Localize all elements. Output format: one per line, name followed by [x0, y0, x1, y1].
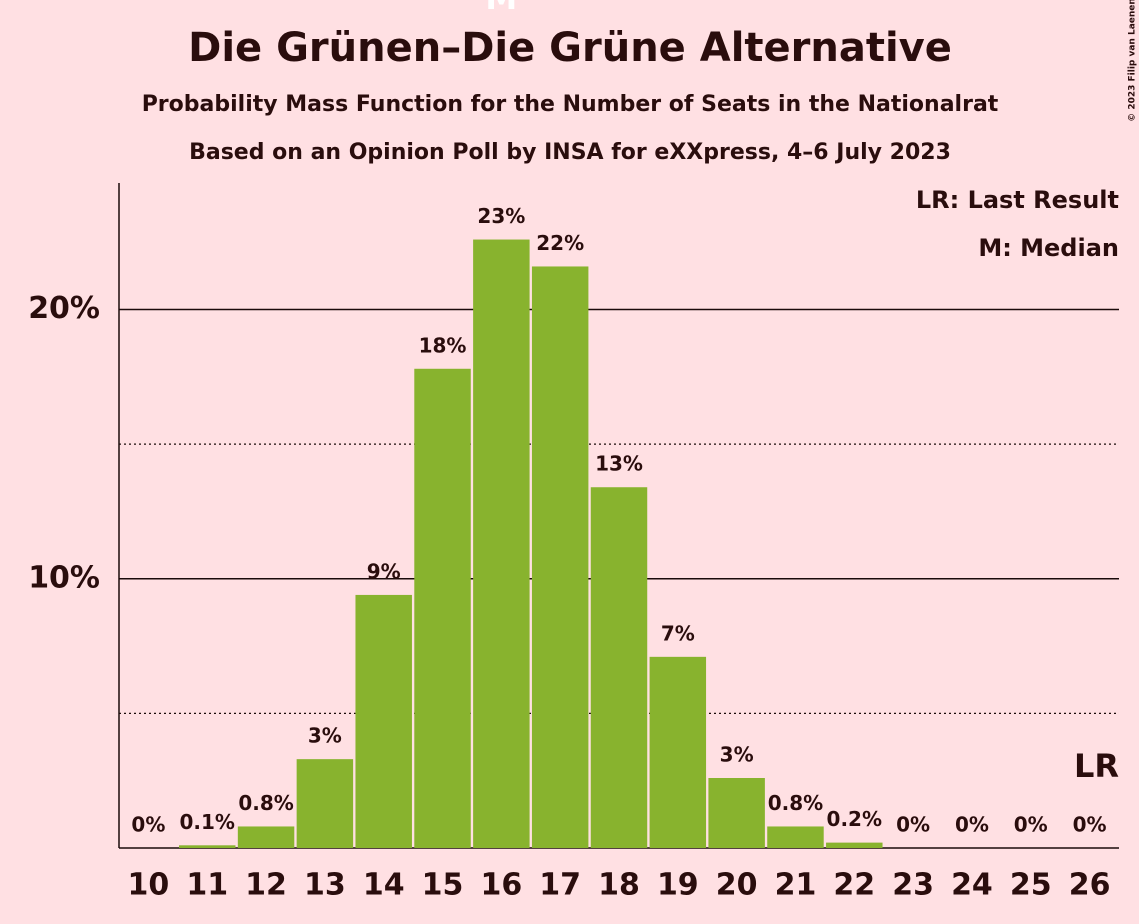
value-label: 18% — [419, 333, 467, 357]
legend-entry: M: Median — [978, 234, 1119, 262]
copyright: © 2023 Filip van Laenen — [1128, 0, 1138, 122]
x-tick-label: 25 — [1010, 868, 1052, 903]
chart-title: Die Grünen–Die Grüne Alternative — [188, 25, 952, 71]
x-tick-label: 22 — [833, 868, 875, 903]
x-tick-label: 21 — [775, 868, 817, 903]
value-label: 3% — [308, 724, 342, 748]
bar — [237, 826, 295, 848]
value-label: 0.1% — [180, 810, 235, 834]
x-tick-label: 11 — [186, 868, 228, 903]
value-label: 3% — [720, 743, 754, 767]
value-label: 23% — [477, 204, 525, 228]
x-tick-label: 14 — [363, 868, 405, 903]
x-tick-label: 18 — [598, 868, 640, 903]
y-tick-label: 10% — [28, 560, 100, 595]
x-tick-label: 12 — [245, 868, 287, 903]
value-label: 9% — [367, 559, 401, 583]
x-tick-label: 19 — [657, 868, 699, 903]
x-tick-label: 20 — [716, 868, 758, 903]
x-tick-label: 17 — [539, 868, 581, 903]
y-tick-label: 20% — [28, 291, 100, 326]
x-tick-label: 10 — [128, 868, 170, 903]
legend-entry: LR: Last Result — [916, 186, 1119, 214]
value-label: 0.8% — [768, 791, 823, 815]
value-label: 0% — [1073, 813, 1107, 837]
x-tick-label: 15 — [422, 868, 464, 903]
value-label: 0% — [1014, 813, 1048, 837]
bar — [590, 487, 648, 848]
value-label: 22% — [536, 231, 584, 255]
bar — [708, 778, 765, 848]
x-tick-label: 24 — [951, 868, 993, 903]
annotation: LR — [1074, 747, 1119, 785]
annotation: M — [485, 0, 517, 17]
value-label: 0% — [896, 813, 930, 837]
x-tick-label: 13 — [304, 868, 346, 903]
value-label: 0.2% — [827, 807, 882, 831]
chart-subtitle: Based on an Opinion Poll by INSA for eXX… — [189, 140, 951, 165]
value-label: 0% — [955, 813, 989, 837]
bar — [179, 845, 236, 848]
value-label: 0.8% — [238, 791, 293, 815]
bar — [296, 759, 354, 848]
x-tick-label: 23 — [892, 868, 934, 903]
value-label: 13% — [595, 452, 643, 476]
bar — [355, 594, 412, 848]
bar — [767, 826, 824, 848]
bar — [414, 368, 471, 848]
bar — [826, 842, 883, 848]
value-label: 0% — [131, 813, 165, 837]
bar — [473, 239, 530, 849]
value-label: 7% — [661, 621, 695, 645]
chart-subtitle: Probability Mass Function for the Number… — [142, 92, 999, 117]
bar — [649, 656, 707, 848]
x-tick-label: 26 — [1069, 868, 1111, 903]
bar — [531, 266, 589, 848]
x-tick-label: 16 — [480, 868, 522, 903]
